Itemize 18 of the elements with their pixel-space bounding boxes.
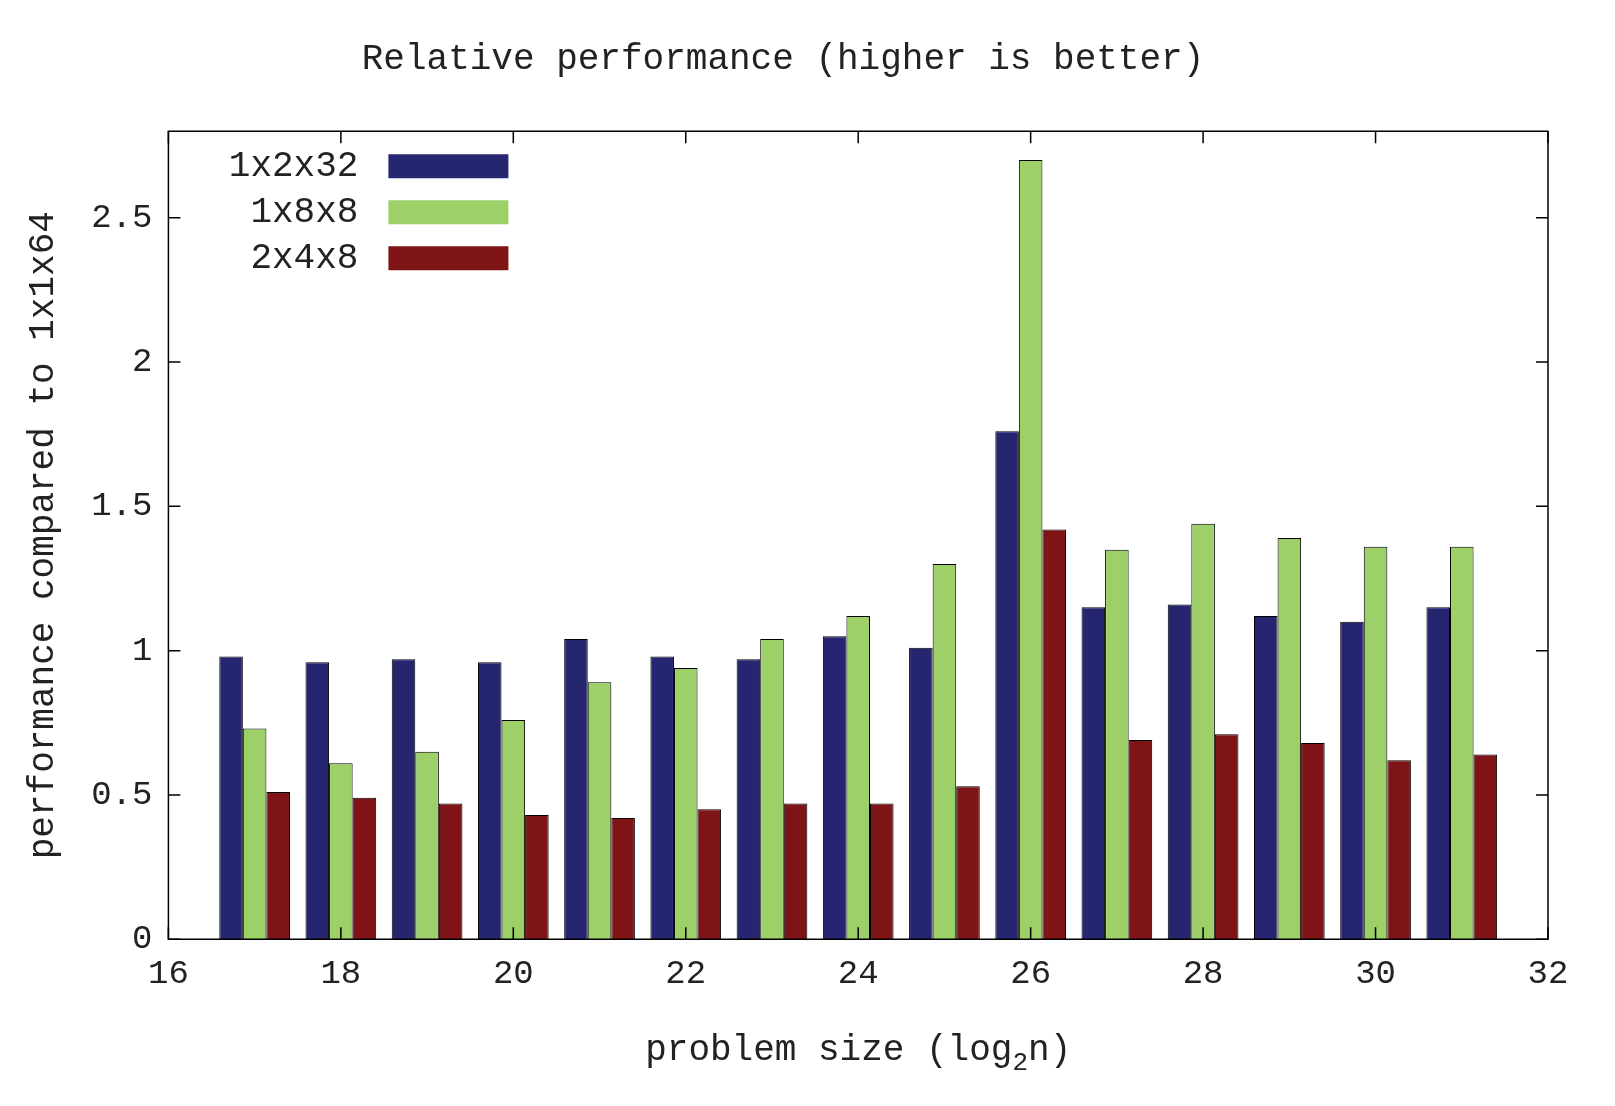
legend-label: 2x4x8 <box>250 237 359 279</box>
x-tick-label: 28 <box>1182 954 1224 993</box>
y-tick-label: 2.5 <box>91 198 153 237</box>
x-tick-label: 32 <box>1527 954 1569 993</box>
legend-label: 1x2x32 <box>228 145 359 187</box>
x-tick-label: 26 <box>1010 954 1052 993</box>
y-tick-label: 1 <box>132 631 153 670</box>
x-tick-label: 18 <box>320 954 362 993</box>
x-tick-label: 30 <box>1355 954 1396 993</box>
y-tick-label: 2 <box>132 343 153 382</box>
x-tick-label: 24 <box>837 954 879 993</box>
y-axis-title: performance compared to 1x1x64 <box>23 211 65 860</box>
legend-label: 1x8x8 <box>250 191 359 233</box>
x-tick-label: 22 <box>665 954 707 993</box>
y-tick-label: 1.5 <box>91 487 153 526</box>
y-tick-label: 0.5 <box>91 775 153 814</box>
x-tick-label: 20 <box>492 954 534 993</box>
chart-title: Relative performance (higher is better) <box>361 39 1205 81</box>
